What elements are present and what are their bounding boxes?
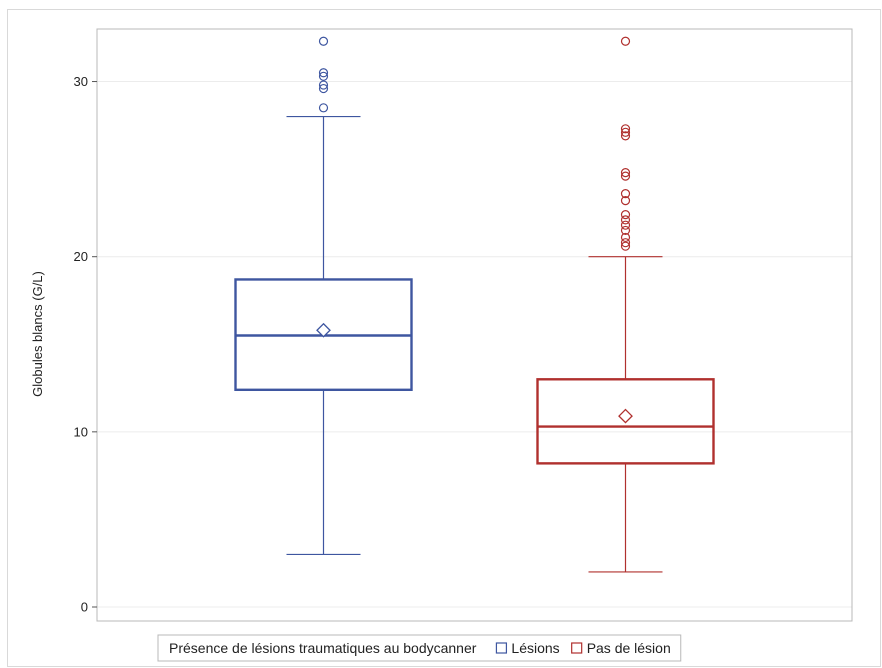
outlier-point — [620, 220, 631, 230]
plot-area-border — [96, 28, 853, 622]
box-1 — [234, 36, 413, 556]
outlier-point — [620, 196, 631, 206]
legend-box — [157, 634, 682, 662]
y-tick-label: 10 — [74, 424, 88, 439]
legend: Présence de lésions traumatiques au body… — [157, 634, 682, 662]
outlier-point — [318, 71, 329, 81]
outlier-point — [620, 210, 631, 220]
grid-layer — [97, 81, 852, 608]
legend-swatch — [571, 642, 583, 654]
legend-entry: Pas de lésion — [587, 640, 671, 656]
legend-entry: Lésions — [511, 640, 559, 656]
legend-title: Présence de lésions traumatiques au body… — [169, 640, 477, 656]
outlier-point — [620, 189, 631, 199]
y-tick-label: 0 — [81, 599, 88, 614]
outlier-point — [620, 241, 631, 251]
outlier-point — [620, 168, 631, 178]
outlier-point — [620, 36, 631, 46]
box-2 — [536, 36, 715, 573]
outlier-point — [620, 171, 631, 181]
iqr-box — [536, 378, 715, 465]
outlier-point — [620, 238, 631, 248]
outlier-point — [620, 124, 631, 134]
outlier-point — [318, 103, 329, 113]
mean-marker — [618, 408, 633, 424]
legend-swatch — [495, 642, 508, 654]
outlier-point — [620, 232, 631, 243]
outlier-point — [620, 215, 631, 225]
y-axis-label: Globules blancs (G/L) — [30, 271, 45, 397]
outlier-point — [620, 127, 631, 137]
outlier-point — [318, 36, 329, 46]
y-axis: 0 10 20 30 — [74, 74, 97, 614]
y-tick-label: 20 — [74, 249, 88, 264]
chart-frame — [7, 9, 881, 667]
outlier-point — [318, 80, 329, 90]
mean-marker — [316, 322, 331, 338]
outlier-point — [318, 83, 329, 94]
y-tick-label: 30 — [74, 74, 88, 89]
outlier-point — [318, 68, 329, 78]
boxes-layer — [234, 36, 715, 573]
outlier-point — [620, 225, 631, 236]
outlier-point — [620, 131, 631, 141]
